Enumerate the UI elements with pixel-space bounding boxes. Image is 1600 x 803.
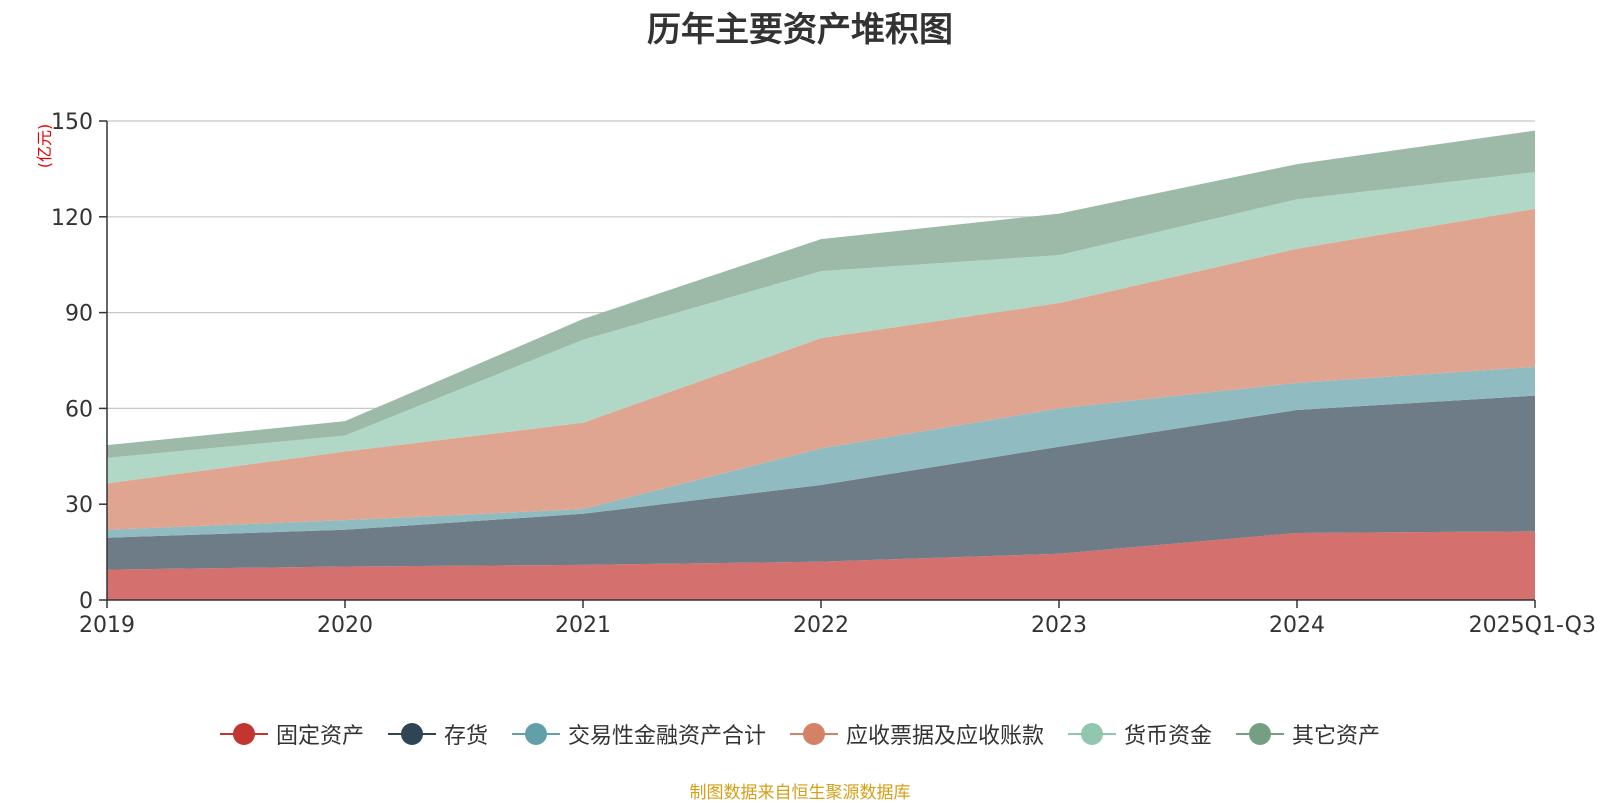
legend-label: 其它资产 (1292, 724, 1381, 749)
y-tick-label: 30 (65, 493, 93, 518)
chart-title: 历年主要资产堆积图 (647, 10, 953, 50)
stacked-area-chart: 0 30 60 90 120 150 2019 2020 2021 2022 2023 2024 202… (35, 110, 1596, 638)
legend-item[interactable]: 交易性金融资产合计 (511, 718, 766, 750)
axes: 0 30 60 90 120 150 2019 2020 2021 2022 2023 2024 202… (51, 110, 1596, 638)
x-tick-label: 2020 (317, 613, 373, 638)
source-note: 制图数据来自恒生聚源数据库 (689, 783, 911, 803)
y-tick-label: 90 (65, 302, 93, 327)
x-tick-label: 2021 (555, 613, 611, 638)
area-series-6[interactable] (107, 130, 1535, 458)
area-series-2[interactable] (107, 395, 1535, 570)
x-tick-label: 2019 (79, 613, 135, 638)
legend-label: 应收票据及应收账款 (846, 724, 1045, 749)
legend-marker-icon (219, 723, 268, 745)
x-tick-label: 2022 (793, 613, 849, 638)
legend: 固定资产 存货 交易性金融资产合计 应收票据及应收账款 货币资金 其它资产 (0, 718, 1600, 750)
legend-label: 存货 (443, 724, 488, 749)
x-tick-label: 2023 (1031, 613, 1087, 638)
legend-label: 固定资产 (275, 724, 364, 749)
y-tick-label: 0 (79, 589, 93, 614)
legend-label: 交易性金融资产合计 (567, 724, 766, 749)
legend-item[interactable]: 其它资产 (1236, 718, 1380, 750)
legend-label: 货币资金 (1124, 724, 1213, 749)
legend-item[interactable]: 固定资产 (219, 718, 364, 750)
legend-marker-icon (790, 723, 838, 745)
legend-marker-icon (1068, 723, 1117, 745)
area-series-3[interactable] (107, 366, 1535, 538)
y-tick-label: 60 (65, 397, 93, 422)
y-tick-label: 120 (51, 206, 93, 231)
legend-marker-icon (511, 723, 560, 745)
y-tick-label: 150 (51, 110, 93, 135)
legend-item[interactable]: 货币资金 (1068, 718, 1212, 750)
legend-item[interactable]: 存货 (387, 718, 488, 750)
x-tick-label: 2025Q1-Q3 (1469, 613, 1596, 638)
legend-item[interactable]: 应收票据及应收账款 (790, 718, 1044, 750)
legend-marker-icon (387, 723, 436, 745)
area-series-1[interactable] (107, 531, 1535, 600)
y-axis-unit: (亿元) (35, 124, 54, 169)
legend-marker-icon (1236, 723, 1285, 745)
x-tick-label: 2024 (1269, 613, 1325, 638)
area-series-5[interactable] (107, 172, 1535, 484)
area-series (107, 130, 1535, 600)
area-series-4[interactable] (107, 208, 1535, 530)
